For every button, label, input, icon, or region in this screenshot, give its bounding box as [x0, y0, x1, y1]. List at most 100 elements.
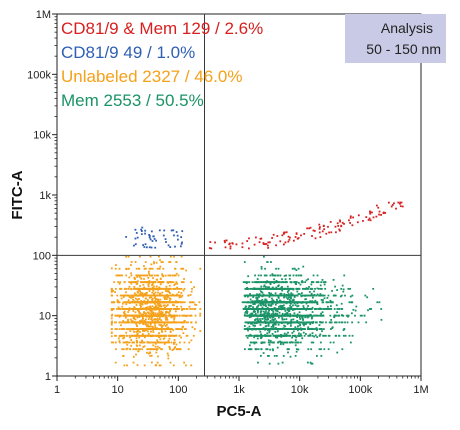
data-point	[303, 287, 306, 290]
data-point	[126, 314, 128, 317]
data-point	[150, 316, 153, 319]
data-point	[247, 294, 250, 297]
data-point	[305, 298, 307, 301]
data-point	[140, 305, 142, 308]
data-point	[321, 278, 324, 281]
data-point	[295, 233, 298, 235]
data-point	[311, 332, 314, 335]
data-point	[158, 332, 160, 335]
data-point	[247, 275, 250, 278]
data-point	[286, 294, 289, 297]
data-point	[172, 229, 175, 232]
data-point	[311, 315, 314, 318]
data-point	[266, 312, 268, 315]
data-point	[112, 341, 115, 344]
data-point	[128, 276, 131, 279]
data-point	[260, 285, 263, 288]
data-point	[150, 354, 153, 357]
data-point	[247, 348, 250, 351]
data-point	[115, 274, 118, 277]
data-point	[249, 307, 251, 310]
data-point	[274, 330, 277, 333]
data-point	[309, 300, 312, 303]
data-point	[245, 334, 248, 337]
data-point	[320, 314, 323, 317]
data-point	[259, 294, 262, 297]
data-point	[311, 334, 314, 337]
data-point	[302, 265, 305, 268]
data-point	[289, 304, 292, 307]
data-point	[278, 299, 281, 302]
data-point	[147, 334, 149, 337]
data-point	[199, 330, 202, 332]
data-point	[176, 287, 179, 290]
data-point	[157, 302, 159, 305]
data-point	[290, 294, 293, 297]
data-point	[256, 287, 258, 290]
data-point	[187, 348, 190, 351]
data-point	[173, 341, 176, 344]
data-point	[135, 337, 138, 340]
data-point	[246, 328, 249, 330]
data-point	[169, 361, 172, 364]
data-point	[322, 225, 325, 227]
data-point	[162, 267, 165, 270]
data-point	[316, 303, 319, 305]
data-point	[290, 297, 293, 300]
data-point	[250, 312, 253, 315]
data-point	[282, 314, 284, 317]
data-point	[399, 205, 402, 208]
data-point	[141, 301, 144, 304]
data-point	[146, 341, 149, 344]
data-point	[289, 301, 292, 304]
data-point	[289, 328, 292, 330]
data-point	[380, 214, 382, 216]
data-point	[308, 321, 311, 324]
data-point	[346, 321, 349, 324]
data-point	[324, 287, 327, 290]
data-point	[139, 304, 142, 307]
data-point	[261, 328, 264, 330]
data-point	[175, 281, 178, 284]
data-point	[308, 301, 311, 304]
data-point	[141, 281, 144, 284]
data-point	[282, 232, 285, 235]
data-point	[145, 334, 148, 337]
data-point	[266, 315, 269, 318]
data-point	[370, 308, 373, 310]
data-point	[258, 293, 261, 296]
data-point	[336, 351, 339, 354]
data-point	[168, 348, 171, 351]
data-point	[225, 239, 228, 242]
data-point	[254, 313, 257, 315]
data-point	[259, 318, 261, 320]
data-point	[303, 323, 306, 325]
data-point	[272, 313, 275, 316]
data-point	[138, 336, 141, 339]
data-point	[135, 339, 138, 342]
data-point	[169, 309, 172, 311]
data-point	[137, 330, 139, 333]
data-point	[143, 330, 146, 332]
data-point	[162, 334, 165, 337]
data-point	[285, 318, 288, 321]
data-point	[320, 281, 323, 284]
data-point	[161, 326, 163, 329]
data-point	[110, 314, 113, 317]
data-point	[246, 321, 249, 324]
data-point	[139, 301, 142, 304]
data-point	[256, 311, 259, 314]
data-point	[252, 328, 255, 330]
data-point	[285, 302, 288, 305]
data-point	[151, 283, 154, 285]
data-point	[263, 285, 265, 288]
data-point	[141, 334, 144, 337]
data-point	[265, 325, 268, 327]
data-point	[309, 361, 312, 364]
data-point	[255, 236, 257, 239]
data-point	[149, 309, 152, 312]
data-point	[302, 306, 305, 309]
data-point	[148, 282, 151, 285]
data-point	[274, 301, 277, 304]
data-point	[145, 351, 148, 354]
